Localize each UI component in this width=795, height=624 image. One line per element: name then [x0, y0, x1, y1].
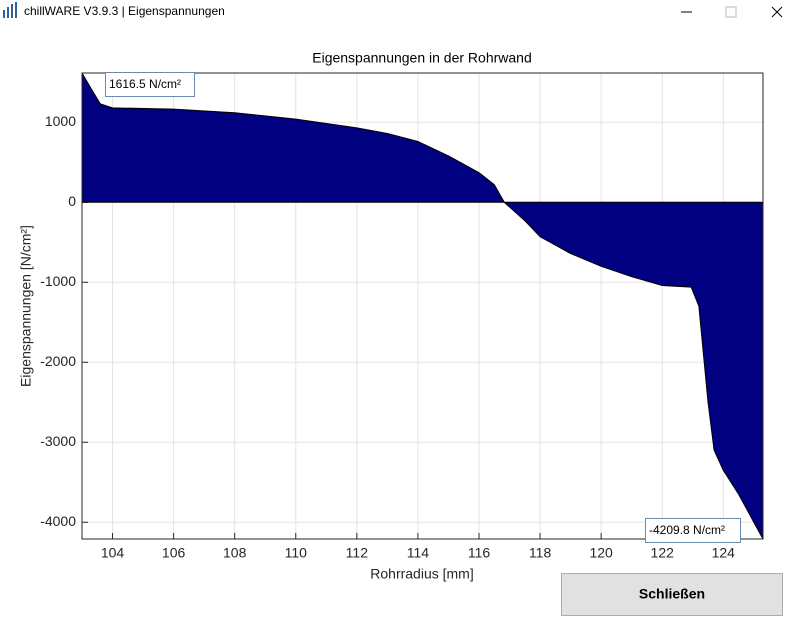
y-tick-label: -3000 [40, 433, 76, 449]
y-tick-label: -1000 [40, 273, 76, 289]
y-tick-label: 1000 [45, 113, 76, 129]
window-title: chillWARE V3.9.3 | Eigenspannungen [24, 4, 225, 18]
x-tick-label: 108 [223, 545, 247, 561]
x-axis-label: Rohrradius [mm] [370, 566, 473, 582]
x-tick-label: 116 [468, 545, 491, 561]
y-tick-label: -4000 [40, 513, 76, 529]
button[interactable]: Schließen [561, 573, 783, 616]
button-label[interactable]: Schließen [639, 586, 705, 602]
x-tick-label: 104 [101, 545, 125, 561]
x-tick-label: 106 [162, 545, 186, 561]
maximize-button[interactable] [725, 6, 737, 18]
x-tick-label: 110 [285, 545, 308, 561]
x-tick-label: 114 [407, 545, 430, 561]
annotation: -4209.8 N/cm² [649, 523, 725, 537]
chart-title: Eigenspannungen in der Rohrwand [312, 50, 532, 66]
annotation: 1616.5 N/cm² [109, 77, 181, 91]
x-tick-label: 118 [529, 545, 552, 561]
plot-frame [81, 72, 764, 540]
area-fill [82, 73, 763, 539]
y-tick-label: 0 [68, 193, 76, 209]
x-tick-label: 112 [346, 545, 369, 561]
x-tick-label: 120 [589, 545, 613, 561]
close-button[interactable] [771, 6, 783, 18]
app-icon [3, 2, 17, 18]
y-tick-label: -2000 [40, 353, 76, 369]
annotation-box [105, 72, 195, 97]
annotation-box [645, 518, 741, 543]
button-frame[interactable] [561, 573, 783, 616]
y-axis-label: Eigenspannungen [N/cm²] [18, 225, 34, 387]
x-tick-label: 122 [651, 545, 675, 561]
area-outline [81, 72, 764, 540]
x-tick-label: 124 [712, 545, 736, 561]
